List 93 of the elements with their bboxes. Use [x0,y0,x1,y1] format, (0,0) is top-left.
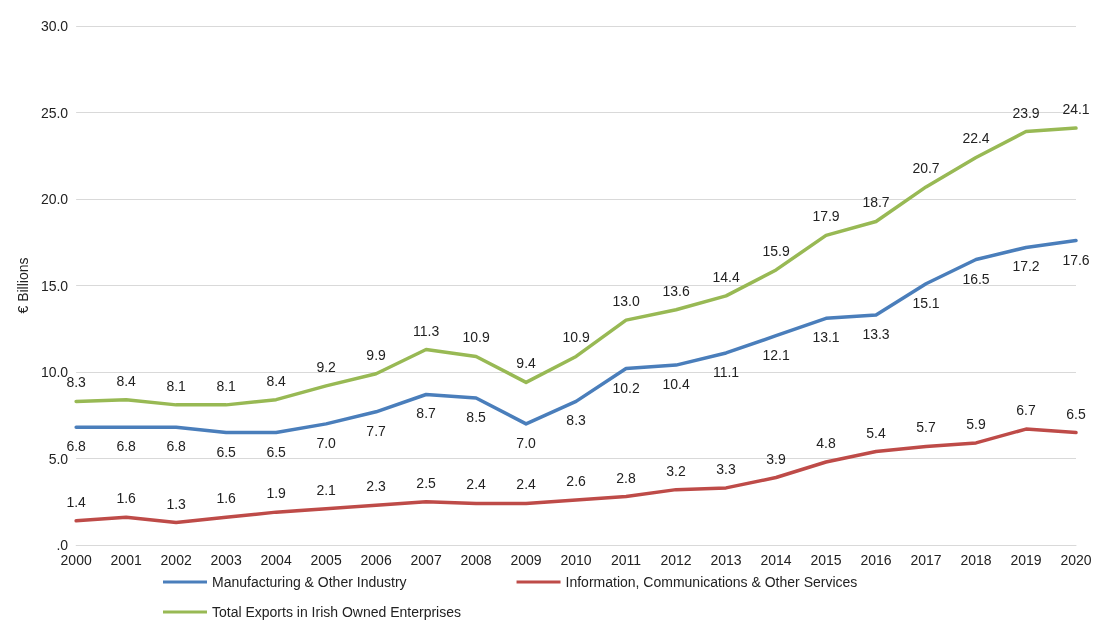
legend-label: Total Exports in Irish Owned Enterprises [212,604,461,620]
x-tick-label: 2019 [1010,552,1042,568]
x-tick-label: 2004 [260,552,292,568]
x-tick-label: 2018 [960,552,992,568]
data-label: 9.9 [366,346,387,363]
data-label: 5.9 [966,415,986,432]
data-label: 13.6 [662,282,690,299]
data-label: 8.7 [416,405,437,422]
x-tick-label: 2002 [160,552,192,568]
x-tick-label: 2010 [560,552,592,568]
y-tick-label: 5.0 [48,450,69,467]
data-label: 1.9 [266,485,287,502]
data-label: 10.4 [662,376,690,393]
data-label: 2.3 [366,478,387,495]
y-axis-title: € Billions [15,257,31,314]
y-tick-label: .0 [56,537,69,553]
x-tick-label: 2003 [210,552,242,568]
x-tick-label: 2015 [810,552,842,568]
x-tick-label: 2006 [360,552,392,568]
data-label: 4.8 [816,434,836,451]
x-tick-label: 2016 [860,552,892,568]
y-tick-label: 30.0 [40,18,69,34]
data-label: 1.3 [166,495,187,512]
data-label: 1.6 [116,490,137,507]
data-label: 20.7 [912,159,940,176]
data-label: 8.5 [466,408,487,425]
data-label: 1.4 [66,493,87,510]
data-label: 6.5 [266,443,287,460]
y-tick-label: 20.0 [40,191,69,207]
data-label: 8.1 [216,377,237,394]
data-label: 6.5 [216,443,237,460]
x-tick-label: 2008 [460,552,492,568]
data-label: 3.2 [666,462,686,479]
data-label: 13.1 [812,329,840,346]
x-tick-label: 2000 [60,552,92,568]
x-tick-label: 2011 [611,552,642,568]
data-label: 18.7 [862,194,890,211]
data-label: 2.8 [616,469,637,486]
data-label: 2.5 [416,474,437,491]
data-label: 1.6 [216,490,237,507]
data-label: 9.2 [316,358,337,375]
y-tick-label: 15.0 [40,277,69,294]
legend-label: Manufacturing & Other Industry [212,574,407,590]
data-label: 10.9 [562,329,590,346]
data-label: 7.0 [516,434,537,451]
data-label: 3.9 [766,450,786,467]
data-label: 5.7 [916,419,936,436]
data-label: 10.9 [462,329,490,346]
x-tick-label: 2001 [110,552,142,568]
data-label: 17.2 [1012,258,1040,275]
data-label: 6.7 [1016,402,1036,419]
data-label: 2.1 [316,481,337,498]
data-label: 3.3 [716,460,736,477]
data-label: 7.0 [316,434,337,451]
data-label: 2.4 [516,476,537,493]
data-label: 6.8 [116,438,137,455]
data-label: 8.3 [566,412,587,429]
data-label: 13.3 [862,325,890,342]
data-label: 15.1 [912,294,940,311]
data-label: 11.3 [412,322,440,339]
data-label: 23.9 [1012,104,1040,121]
data-label: 22.4 [962,130,990,147]
data-label: 13.0 [612,293,640,310]
data-label: 5.4 [866,424,886,441]
data-label: 2.4 [466,476,487,493]
x-tick-label: 2012 [660,552,692,568]
data-label: 11.1 [712,363,740,380]
data-label: 24.1 [1062,101,1090,118]
x-tick-label: 2017 [910,552,942,568]
y-tick-label: 25.0 [40,104,69,121]
data-label: 8.4 [116,372,137,389]
data-label: 8.1 [166,377,187,394]
x-tick-label: 2014 [760,552,792,568]
data-label: 6.8 [66,438,87,455]
x-tick-label: 2005 [310,552,342,568]
legend-label: Information, Communications & Other Services [565,574,858,590]
data-label: 10.2 [612,379,640,396]
x-tick-label: 2020 [1060,552,1092,568]
data-label: 8.4 [266,372,287,389]
x-tick-label: 2009 [510,552,542,568]
data-label: 12.1 [762,346,790,363]
data-label: 7.7 [366,422,387,439]
data-label: 9.4 [516,355,537,372]
x-tick-label: 2013 [710,552,742,568]
x-tick-label: 2007 [410,552,442,568]
data-label: 16.5 [962,270,990,287]
data-label: 17.6 [1062,251,1090,268]
data-label: 6.5 [1066,405,1086,422]
data-label: 6.8 [166,438,187,455]
data-label: 15.9 [762,242,790,259]
data-label: 14.4 [712,268,740,285]
data-label: 2.6 [566,473,587,490]
data-label: 17.9 [812,208,840,225]
